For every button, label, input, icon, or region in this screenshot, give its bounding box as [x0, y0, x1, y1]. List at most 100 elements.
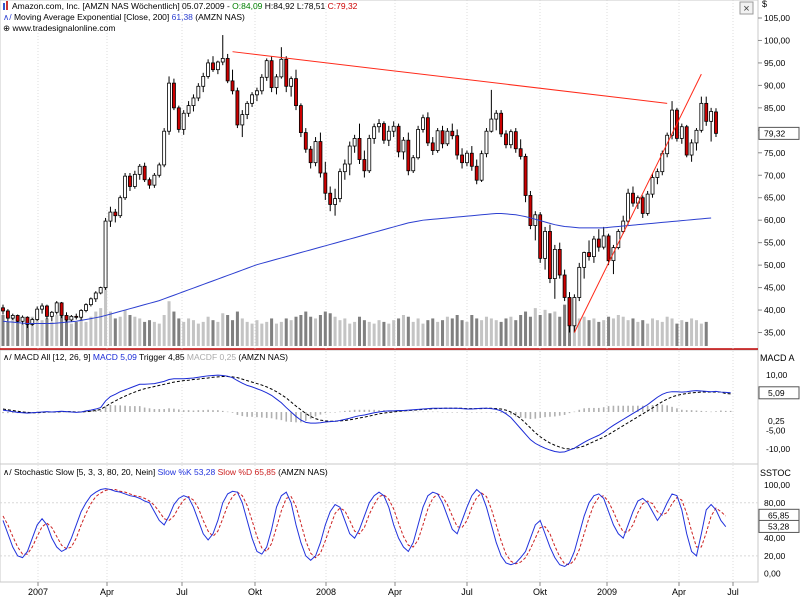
macdf-histogram-bar	[129, 406, 131, 412]
slow-k-value-tag	[758, 519, 800, 533]
candle-body	[206, 62, 211, 77]
volume-bar	[704, 321, 708, 346]
volume-bar	[250, 323, 254, 346]
macdf-histogram-bar	[715, 411, 717, 412]
volume-bar	[45, 318, 49, 346]
macdf-histogram-bar	[26, 412, 29, 413]
volume-bar	[357, 316, 362, 346]
macdf-histogram-bar	[397, 411, 400, 412]
volume-bar	[128, 315, 132, 346]
volume-bar	[60, 313, 64, 346]
candle-body	[440, 130, 445, 145]
macdf-histogram-bar	[637, 405, 639, 412]
candle-body	[108, 211, 113, 222]
candle-body	[396, 125, 401, 153]
price-axis-label: 65,00	[764, 193, 786, 203]
price-axis-label: 60,00	[764, 215, 786, 225]
price-axis-label: 85,00	[764, 103, 786, 113]
close-button[interactable]: ×	[739, 1, 754, 15]
volume-bar	[221, 313, 225, 346]
chart-header: Amazon.com, Inc. [AMZN NAS Wöchentlich] …	[3, 1, 358, 33]
volume-bar	[323, 311, 327, 346]
candle-body	[98, 287, 103, 294]
macdf-histogram-bar	[671, 406, 673, 412]
macdf-histogram-bar	[729, 410, 732, 412]
candle-body	[631, 192, 635, 204]
volume-bar	[99, 308, 103, 346]
slow-d-line	[2, 489, 727, 566]
volume-bar	[235, 311, 239, 346]
macdf-histogram-bar	[246, 412, 248, 417]
ema-200-series	[2, 212, 712, 325]
trendline	[573, 73, 702, 333]
volume-bar	[665, 316, 669, 346]
candle-body	[362, 159, 367, 172]
candle-body	[196, 85, 201, 99]
volume-bar	[167, 301, 171, 346]
candle-body	[128, 175, 132, 187]
volume-bar	[465, 321, 469, 346]
candle-body	[215, 61, 220, 71]
candle-body	[20, 316, 25, 322]
candle-body	[435, 130, 440, 151]
macdf-histogram-bar	[490, 412, 493, 413]
candle-body	[313, 141, 318, 164]
candle-body	[303, 132, 308, 150]
macdf-histogram-bar	[314, 412, 317, 417]
volume-bar	[636, 321, 640, 346]
volume-bar	[6, 321, 10, 346]
macdf-histogram-bar	[544, 412, 546, 418]
macdf-histogram-bar	[446, 412, 449, 413]
time-axis-label: Apr	[100, 587, 114, 597]
macdf-histogram-bar	[300, 412, 302, 423]
svg-text:∧/ MACD All [12, 26, 9] MACD 5: ∧/ MACD All [12, 26, 9] MACD 5,09 Trigge…	[3, 352, 288, 362]
candle-body	[245, 102, 250, 115]
macdf-histogram-bar	[632, 405, 634, 412]
macdf-histogram-bar	[192, 410, 195, 412]
ema-200-line	[2, 212, 712, 325]
macdf-histogram-bar	[539, 412, 541, 418]
macdf-histogram-bar	[373, 409, 375, 412]
volume-bar	[11, 316, 15, 346]
candle-body	[577, 266, 582, 298]
macdf-histogram-bar	[290, 412, 292, 422]
volume-bar	[333, 316, 337, 346]
volume-bar	[543, 309, 547, 346]
volume-bar	[284, 318, 288, 346]
volume-bar	[157, 323, 161, 346]
macdf-histogram-bar	[295, 412, 297, 423]
candle-body	[626, 192, 631, 222]
volume-bar	[216, 321, 220, 346]
candle-body	[152, 174, 157, 186]
macdf-histogram-bar	[417, 411, 419, 413]
candle-body	[528, 195, 533, 226]
volume-bar	[670, 318, 674, 346]
candle-body	[137, 165, 142, 175]
close-icon[interactable]: ×	[743, 3, 749, 15]
candle-body	[401, 139, 406, 153]
macdf-histogram-bar	[358, 409, 361, 412]
macdf-histogram-bar	[505, 412, 507, 414]
price-axis-label: 50,00	[764, 260, 786, 270]
time-axis-label: 2007	[28, 587, 48, 597]
macdf-histogram-bar	[94, 410, 97, 412]
time-axis-label: Jul	[727, 587, 739, 597]
macdf-histogram-bar	[573, 411, 576, 413]
stochastic-axis-label: 40,00	[764, 533, 786, 543]
volume-bar	[592, 318, 596, 346]
volume-bar	[25, 318, 29, 346]
macdf-histogram-bar	[109, 404, 112, 412]
macdf-histogram-bar	[99, 410, 102, 412]
candle-body	[513, 131, 518, 150]
volume-bar	[304, 311, 308, 346]
candle-body	[601, 235, 606, 248]
volume-bar	[558, 316, 562, 346]
candle-body	[142, 165, 147, 181]
volume-bar	[362, 320, 366, 346]
volume-bar	[436, 321, 440, 346]
time-axis-label: Apr	[388, 587, 402, 597]
candle-body	[406, 139, 411, 172]
candle-body	[235, 90, 240, 126]
candle-body	[250, 94, 254, 104]
volume-bar	[387, 323, 391, 346]
